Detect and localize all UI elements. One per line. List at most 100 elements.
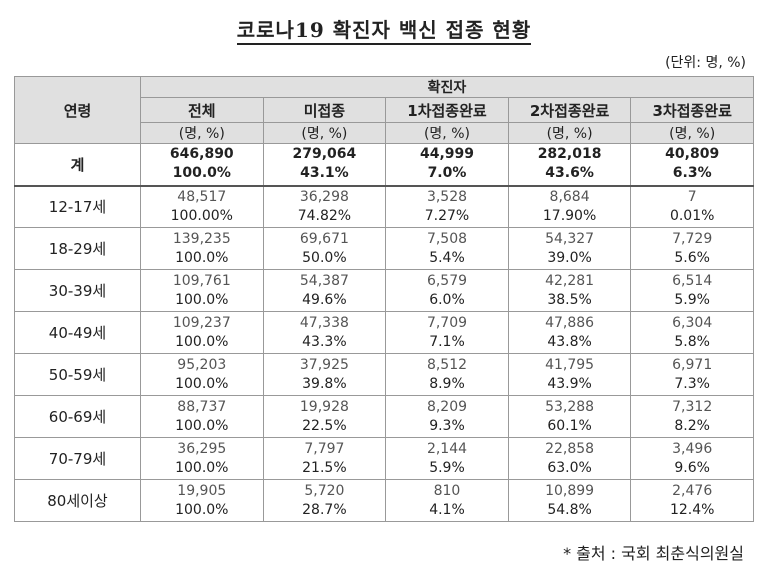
value-cell: 2,144 5.9%: [385, 437, 509, 480]
age-cell: 40-49세: [14, 311, 141, 354]
count-value: 6,971: [672, 356, 713, 373]
age-cell: 60-69세: [14, 395, 141, 438]
count-value: 22,858: [545, 440, 595, 457]
percent-value: 54.8%: [547, 501, 592, 518]
table-row: 50-59세 95,203 100.0% 37,925 39.8% 8,512 8.9% 41…: [14, 353, 754, 396]
count-value: 41,795: [545, 356, 595, 373]
count-value: 646,890: [169, 146, 234, 163]
count-value: 44,999: [419, 146, 474, 163]
count-value: 42,281: [545, 272, 595, 289]
value-cell: 7,729 5.6%: [630, 227, 754, 270]
percent-value: 6.0%: [429, 291, 465, 308]
percent-value: 5.8%: [674, 333, 710, 350]
count-value: 5,720: [304, 482, 345, 499]
value-cell: 41,795 43.9%: [507, 353, 632, 396]
page-title: 코로나19 확진자 백신 접종 현황: [0, 14, 768, 45]
count-value: 40,809: [665, 146, 720, 163]
value-cell: 3,496 9.6%: [630, 437, 754, 480]
age-cell: 18-29세: [14, 227, 141, 270]
percent-value: 5.9%: [674, 291, 710, 308]
count-value: 7,709: [426, 314, 468, 331]
value-cell: 109,761 100.0%: [140, 269, 264, 312]
count-value: 8,684: [549, 188, 590, 205]
percent-value: 100.0%: [175, 417, 229, 434]
percent-value: 28.7%: [302, 501, 347, 518]
age-cell: 계: [14, 143, 141, 186]
value-cell: 3,528 7.27%: [385, 184, 509, 228]
count-value: 109,237: [172, 314, 231, 331]
count-value: 54,327: [545, 230, 595, 247]
percent-value: 100.0%: [175, 459, 229, 476]
table-row: 18-29세 139,235 100.0% 69,671 50.0% 7,508 5.4% 5…: [14, 227, 754, 270]
header-col-dose1: 1차접종완료: [385, 97, 509, 123]
total-row: 계 646,890 100.0% 279,064 43.1% 44,999 7.0% 282,…: [14, 143, 754, 186]
value-cell: 54,387 49.6%: [262, 269, 387, 312]
value-cell: 40,809 6.3%: [630, 143, 754, 186]
unit-label: (단위: 명, %): [665, 55, 746, 71]
header-sub-dose2: (명, %): [507, 122, 632, 144]
count-value: 109,761: [172, 272, 231, 289]
value-cell: 6,304 5.8%: [630, 311, 754, 354]
percent-value: 5.9%: [429, 459, 465, 476]
percent-value: 74.82%: [297, 207, 352, 224]
table-row: 40-49세 109,237 100.0% 47,338 43.3% 7,709 7.1% 4…: [14, 311, 754, 354]
percent-value: 100.0%: [172, 165, 231, 182]
count-value: 36,298: [299, 188, 349, 205]
header-age: 연령: [14, 76, 141, 144]
table-row: 30-39세 109,761 100.0% 54,387 49.6% 6,579 6.0% 4…: [14, 269, 754, 312]
count-value: 3,496: [672, 440, 713, 457]
source-note: * 출처 : 국회 최춘식의원실: [563, 544, 744, 563]
value-cell: 7,508 5.4%: [385, 227, 509, 270]
count-value: 8,209: [426, 398, 468, 415]
value-cell: 44,999 7.0%: [385, 143, 509, 186]
count-value: 47,338: [299, 314, 349, 331]
table-row: 60-69세 88,737 100.0% 19,928 22.5% 8,209 9.3% 53…: [14, 395, 754, 438]
count-value: 7,797: [304, 440, 345, 457]
count-value: 6,304: [672, 314, 713, 331]
percent-value: 43.1%: [300, 165, 349, 182]
value-cell: 47,338 43.3%: [262, 311, 387, 354]
value-cell: 36,298 74.82%: [262, 184, 387, 228]
percent-value: 43.8%: [547, 333, 592, 350]
table-row: 80세이상 19,905 100.0% 5,720 28.7% 810 4.1% 10,899…: [14, 479, 754, 522]
percent-value: 7.27%: [424, 207, 470, 224]
value-cell: 19,928 22.5%: [262, 395, 387, 438]
value-cell: 7,312 8.2%: [630, 395, 754, 438]
table-row: 12-17세 48,517 100.00% 36,298 74.82% 3,528 7.27…: [14, 184, 754, 228]
header-col-dose3: 3차접종완료: [630, 97, 754, 123]
value-cell: 54,327 39.0%: [507, 227, 632, 270]
percent-value: 8.2%: [674, 417, 710, 434]
count-value: 48,517: [177, 188, 227, 205]
percent-value: 39.0%: [547, 249, 592, 266]
percent-value: 9.3%: [429, 417, 465, 434]
count-value: 8,512: [426, 356, 468, 373]
age-cell: 50-59세: [14, 353, 141, 396]
percent-value: 63.0%: [547, 459, 592, 476]
value-cell: 8,512 8.9%: [385, 353, 509, 396]
age-cell: 80세이상: [14, 479, 141, 522]
count-value: 88,737: [177, 398, 227, 415]
count-value: 7,729: [672, 230, 713, 247]
percent-value: 21.5%: [302, 459, 347, 476]
header-col-total: 전체: [140, 97, 264, 123]
value-cell: 810 4.1%: [385, 479, 509, 522]
count-value: 36,295: [177, 440, 227, 457]
count-value: 6,514: [672, 272, 713, 289]
percent-value: 5.4%: [429, 249, 465, 266]
percent-value: 17.90%: [542, 207, 597, 224]
value-cell: 2,476 12.4%: [630, 479, 754, 522]
age-cell: 12-17세: [14, 184, 141, 228]
count-value: 2,144: [426, 440, 468, 457]
value-cell: 47,886 43.8%: [507, 311, 632, 354]
count-value: 10,899: [545, 482, 595, 499]
count-value: 47,886: [545, 314, 595, 331]
count-value: 37,925: [299, 356, 349, 373]
percent-value: 7.1%: [429, 333, 465, 350]
value-cell: 8,209 9.3%: [385, 395, 509, 438]
percent-value: 49.6%: [302, 291, 347, 308]
value-cell: 10,899 54.8%: [507, 479, 632, 522]
percent-value: 22.5%: [302, 417, 347, 434]
count-value: 7,312: [672, 398, 713, 415]
count-value: 7: [687, 188, 697, 205]
header-sub-dose3: (명, %): [630, 122, 754, 144]
